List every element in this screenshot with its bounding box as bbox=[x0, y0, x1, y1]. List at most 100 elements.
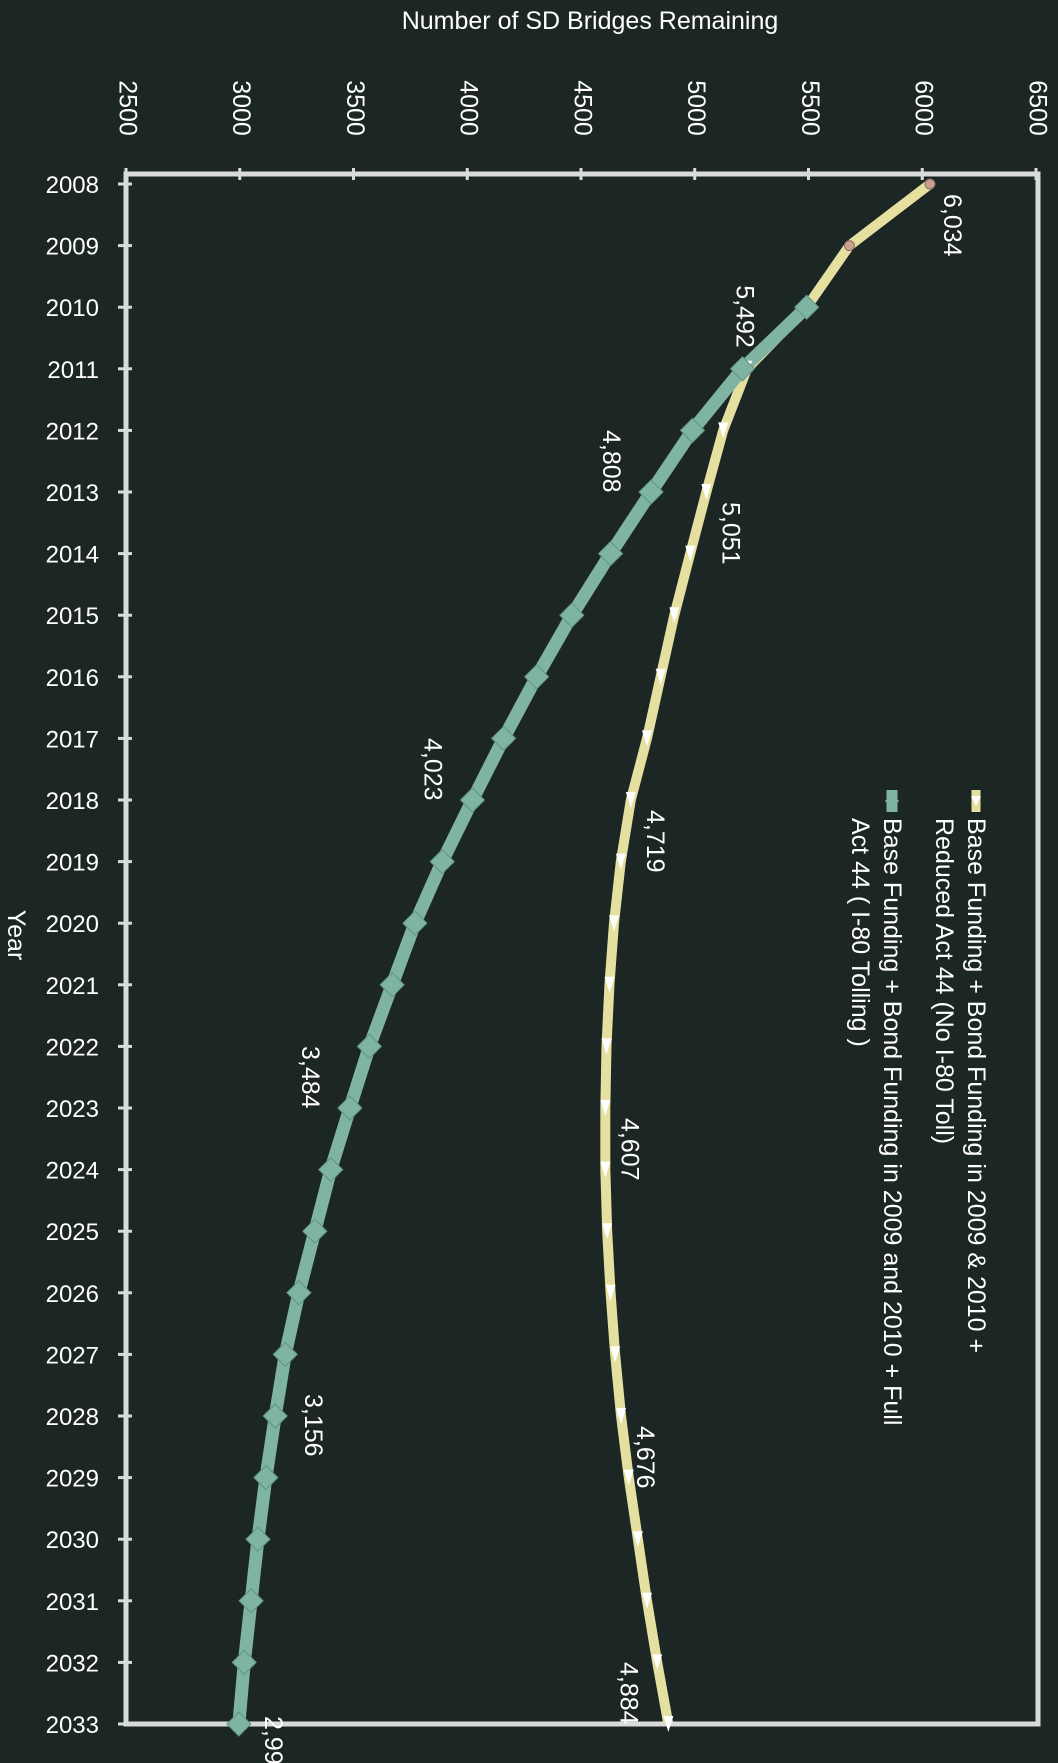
value-tick-label: 5000 bbox=[682, 80, 710, 136]
series-line-1 bbox=[600, 180, 934, 1725]
series-2-point bbox=[793, 294, 820, 320]
year-tick-label: 2022 bbox=[46, 1034, 99, 1061]
series-2-point bbox=[402, 910, 428, 936]
x-axis-title: Year bbox=[2, 910, 30, 961]
series-2-point bbox=[638, 479, 664, 505]
legend-label-1: Reduced Act 44 (No I-80 Toll) bbox=[930, 818, 958, 1144]
series-1-point bbox=[623, 1469, 634, 1486]
year-tick-label: 2029 bbox=[46, 1466, 99, 1493]
year-tick-label: 2031 bbox=[46, 1589, 99, 1616]
series-1-point bbox=[655, 668, 666, 685]
legend-marker-1 bbox=[971, 796, 981, 806]
series-1-point bbox=[600, 1100, 611, 1116]
series-2-point bbox=[490, 725, 517, 752]
value-tick-label: 4000 bbox=[455, 80, 483, 136]
series-1-point bbox=[641, 1592, 652, 1609]
year-tick-label: 2021 bbox=[46, 973, 99, 1000]
value-axis-ticks: 2500 3000 3500 4000 4500 5000 5500 6000 6500 bbox=[113, 80, 1051, 180]
data-label: 4,808 bbox=[597, 430, 625, 493]
year-tick-label: 2019 bbox=[46, 850, 99, 877]
year-tick-label: 2025 bbox=[46, 1219, 99, 1246]
legend-label-2: Act 44 ( I-80 Tolling ) bbox=[846, 818, 874, 1047]
data-label: 5,051 bbox=[716, 502, 744, 565]
data-label: 4,676 bbox=[631, 1426, 659, 1489]
y-axis-title: Number of SD Bridges Remaining bbox=[402, 7, 779, 35]
year-tick-label: 2032 bbox=[46, 1650, 99, 1677]
series-2-point bbox=[318, 1156, 344, 1183]
series-lines bbox=[232, 180, 934, 1725]
series-2-point bbox=[272, 1341, 298, 1368]
year-tick-label: 2009 bbox=[46, 234, 99, 261]
data-label: 5,492 bbox=[731, 285, 759, 348]
year-tick-label: 2033 bbox=[46, 1712, 99, 1739]
series-2-point bbox=[379, 972, 405, 998]
data-label: 4,607 bbox=[615, 1118, 643, 1181]
series-1-point bbox=[610, 1346, 621, 1363]
value-tick-label: 4500 bbox=[568, 80, 596, 136]
series-1-point bbox=[616, 1408, 627, 1424]
year-tick-label: 2012 bbox=[46, 418, 99, 445]
data-label: 2,996 bbox=[259, 1716, 287, 1763]
series-1-point bbox=[604, 976, 615, 993]
series-2-point bbox=[459, 787, 486, 813]
series-1-point bbox=[924, 178, 936, 190]
year-tick-label: 2008 bbox=[46, 172, 99, 199]
data-label: 4,884 bbox=[614, 1662, 642, 1725]
series-1-point bbox=[843, 240, 855, 252]
year-tick-label: 2017 bbox=[46, 726, 99, 753]
series-2-point bbox=[226, 1711, 252, 1737]
series-2-point bbox=[729, 356, 756, 382]
year-tick-label: 2010 bbox=[46, 295, 99, 322]
year-tick-label: 2027 bbox=[46, 1342, 99, 1369]
legend-marker-2 bbox=[885, 793, 899, 809]
year-tick-label: 2024 bbox=[46, 1158, 99, 1185]
series-2-point bbox=[429, 848, 455, 875]
series-2-point bbox=[286, 1280, 312, 1306]
year-tick-label: 2014 bbox=[46, 542, 99, 569]
year-tick-label: 2020 bbox=[46, 911, 99, 938]
year-axis-ticks: 2008 2009 2010 2011 2012 2013 2014 2015 2016 2017… bbox=[46, 172, 132, 1739]
year-tick-label: 2023 bbox=[46, 1096, 99, 1123]
data-label: 4,023 bbox=[418, 738, 446, 801]
year-tick-label: 2013 bbox=[46, 480, 99, 507]
year-tick-label: 2018 bbox=[46, 788, 99, 815]
series-2-point bbox=[597, 540, 624, 567]
value-tick-label: 3500 bbox=[341, 80, 369, 136]
year-tick-label: 2030 bbox=[46, 1527, 99, 1554]
data-label: 3,156 bbox=[299, 1394, 327, 1457]
series-2-point bbox=[238, 1588, 264, 1614]
year-tick-label: 2016 bbox=[46, 665, 99, 692]
value-tick-label: 5500 bbox=[796, 80, 824, 136]
series-1-point bbox=[701, 484, 712, 500]
data-label: 4,719 bbox=[641, 810, 669, 873]
series-2-point bbox=[679, 417, 706, 444]
data-label: 3,484 bbox=[296, 1046, 324, 1109]
value-tick-label: 6500 bbox=[1023, 80, 1051, 136]
value-tick-label: 3000 bbox=[227, 80, 255, 136]
year-tick-label: 2015 bbox=[46, 603, 99, 630]
series-1-point bbox=[663, 1716, 674, 1732]
year-tick-label: 2026 bbox=[46, 1281, 99, 1308]
series-2-point bbox=[253, 1464, 279, 1491]
series-1-point bbox=[652, 1654, 663, 1671]
year-tick-label: 2011 bbox=[47, 357, 99, 384]
series-1-point bbox=[641, 730, 652, 747]
series-1-point bbox=[615, 853, 626, 870]
series-markers bbox=[226, 178, 936, 1737]
series-1-point bbox=[608, 915, 619, 932]
series-1-point bbox=[602, 1223, 613, 1240]
series-2-point bbox=[337, 1095, 363, 1121]
series-1-point bbox=[669, 607, 680, 624]
series-1-point bbox=[718, 422, 729, 439]
series-1-point bbox=[600, 1161, 611, 1178]
series-2-point bbox=[302, 1218, 328, 1244]
value-tick-label: 2500 bbox=[113, 80, 141, 136]
series-1-point bbox=[632, 1531, 643, 1548]
year-tick-label: 2028 bbox=[46, 1404, 99, 1431]
legend-label-2: Base Funding + Bond Funding in 2009 and … bbox=[878, 818, 906, 1425]
data-labels: 6,034 5,492 5,051 4,808 4,719 4,023 4,607 3,484… bbox=[259, 194, 966, 1763]
series-1-point bbox=[625, 792, 636, 808]
series-2-point bbox=[523, 664, 550, 690]
data-label: 6,034 bbox=[938, 194, 966, 257]
